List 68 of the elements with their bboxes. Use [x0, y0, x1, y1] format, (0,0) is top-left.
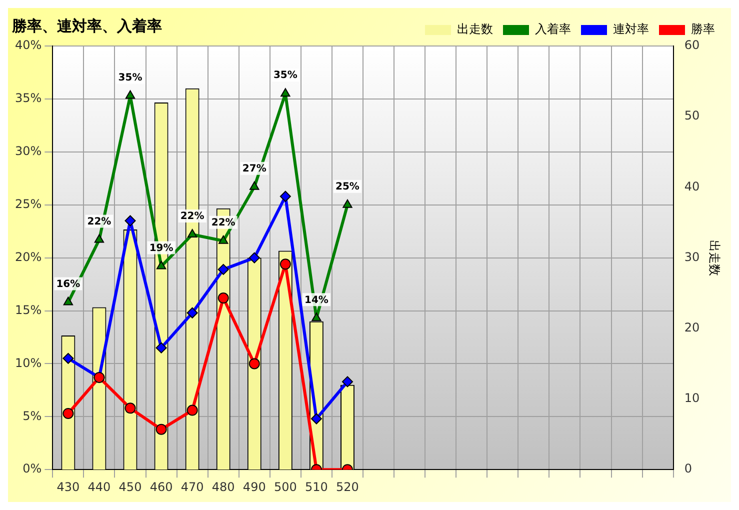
y2-tick-label: 40: [684, 179, 700, 194]
x-tick-label: 470: [180, 480, 204, 494]
x-tick-label: 430: [56, 480, 80, 494]
y-tick-label: 0%: [22, 462, 42, 476]
point: [312, 312, 322, 322]
x-tick-label: 520: [336, 480, 359, 494]
data-label: 35%: [273, 70, 298, 82]
point: [62, 352, 74, 364]
data-label: 16%: [56, 278, 80, 290]
point: [218, 264, 229, 275]
point: [342, 376, 353, 388]
point: [186, 404, 198, 416]
point: [250, 181, 260, 190]
data-label: 22%: [87, 216, 112, 228]
point: [310, 413, 322, 424]
y2-tick-label: 50: [684, 108, 700, 123]
point: [156, 342, 167, 354]
point: [218, 235, 228, 244]
x-tick-label: 450: [118, 480, 142, 494]
point: [280, 88, 290, 97]
y-tick-label: 35%: [15, 91, 42, 106]
y2-tick-label: 30: [684, 250, 700, 264]
legend-label: 連対率: [613, 22, 649, 36]
x-tick-label: 440: [88, 480, 111, 494]
x-tick-label: 460: [150, 480, 173, 494]
y2-tick-label: 10: [684, 391, 700, 406]
point: [156, 424, 167, 435]
y2-tick-label: 0: [684, 462, 692, 476]
data-label: 19%: [149, 242, 174, 254]
point: [218, 292, 229, 304]
y-tick-label: 25%: [15, 196, 42, 211]
x-tick-label: 480: [212, 480, 235, 494]
legend-label: 勝率: [691, 22, 715, 36]
point: [94, 234, 104, 243]
y-tick-label: 5%: [22, 408, 42, 423]
legend-label: 出走数: [457, 22, 493, 36]
point: [124, 402, 136, 414]
point: [125, 90, 136, 99]
y2-tick-label: 20: [684, 320, 700, 335]
y-tick-label: 15%: [15, 302, 42, 317]
data-label: 35%: [118, 72, 142, 84]
point: [248, 358, 260, 370]
y-tick-label: 10%: [15, 356, 42, 370]
data-label: 25%: [336, 181, 360, 192]
point: [63, 296, 74, 306]
point: [124, 215, 136, 226]
x-tick-label: 490: [242, 480, 266, 494]
y2-tick-label: 60: [684, 38, 700, 52]
point: [280, 258, 291, 270]
data-label: 14%: [304, 294, 328, 306]
legend-label: 入着率: [535, 22, 571, 36]
y2-axis-title: 出走数: [708, 240, 722, 276]
data-label: 22%: [211, 217, 236, 228]
point: [187, 229, 198, 238]
data-label: 27%: [242, 163, 266, 174]
point: [280, 190, 291, 202]
x-tick-label: 510: [305, 480, 328, 494]
y-tick-label: 40%: [15, 38, 42, 52]
y-tick-label: 30%: [15, 144, 42, 158]
point: [248, 252, 260, 264]
point: [156, 260, 166, 270]
point: [62, 408, 74, 419]
chart-title: 勝率、連対率、入着率: [11, 16, 162, 35]
x-tick-label: 500: [274, 480, 297, 494]
data-label: 22%: [180, 211, 204, 222]
point: [186, 307, 198, 318]
y-tick-label: 20%: [15, 250, 42, 264]
point: [342, 199, 352, 208]
